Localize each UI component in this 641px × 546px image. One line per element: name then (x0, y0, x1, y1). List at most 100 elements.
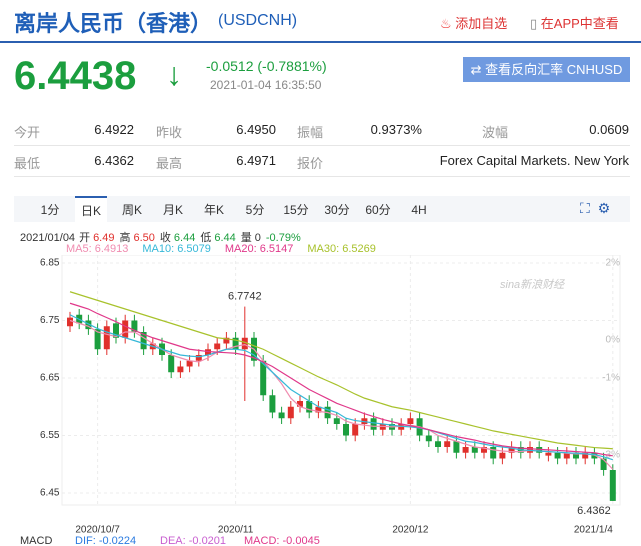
stat-rule (14, 176, 630, 177)
tab[interactable]: 15分 (283, 203, 309, 217)
time: 2021-01-04 16:35:50 (210, 78, 322, 92)
header-rule (0, 41, 641, 43)
ohlc-pct: -0.79% (265, 232, 301, 244)
candle-body (195, 355, 202, 361)
tab[interactable]: 4H (411, 203, 427, 217)
legend-entry: MA30: 6.5269 (307, 243, 376, 255)
candle-body (471, 447, 478, 453)
tools[interactable]: ⛶ ⚙ (580, 200, 611, 216)
candle-body (481, 447, 487, 453)
candle-body (573, 452, 579, 459)
candle-body (508, 447, 515, 453)
tab[interactable]: 30分 (324, 203, 350, 217)
macd-legend: MACD (20, 535, 52, 546)
ma-line (69, 319, 614, 470)
stat-value: 6.4922 (94, 122, 134, 137)
stat-value: Forex Capital Markets. New York (439, 153, 629, 168)
candle-body (306, 401, 313, 413)
candle-body (462, 447, 469, 453)
reverse-button[interactable]: ⇄ 查看反向汇率 CNHUSD (463, 57, 630, 82)
candle-body (278, 412, 285, 419)
x-tick-label: 2020/11 (218, 525, 254, 536)
stat-label: 昨收 (156, 125, 183, 140)
candle-body (94, 329, 101, 350)
candle-body (287, 406, 294, 419)
candle-body (241, 337, 248, 350)
tab[interactable]: 1分 (40, 203, 60, 217)
ohlc-label: 高 (119, 232, 131, 244)
macd-legend: DEA: -0.0201 (160, 535, 226, 546)
ohlc-value: 0 (254, 232, 261, 244)
candle-body (315, 406, 322, 413)
tab[interactable]: 日K (75, 196, 107, 224)
candle-body (370, 418, 377, 430)
title: 离岸人民币（香港） (14, 11, 213, 36)
ma-legend: MA5: 6.4913 MA10: 6.5079 MA20: 6.5147 MA30:… (66, 243, 390, 255)
stat-value: 6.4950 (236, 122, 276, 137)
ohlc-value: 6.49 (93, 232, 115, 244)
candle-body (223, 337, 230, 344)
ohlc-value: 6.44 (173, 232, 196, 244)
candle-body (490, 447, 497, 459)
candle-body (444, 441, 451, 447)
view-app-text[interactable]: 在APP中查看 (540, 16, 619, 31)
ma-line (69, 314, 613, 461)
legend-entry: MA5: 6.4913 (66, 243, 129, 255)
y-tick-label: 6.65 (40, 373, 60, 384)
candle-body (407, 418, 414, 424)
y-tick-label: 6.45 (40, 488, 60, 499)
y-tick-label: 6.55 (40, 430, 60, 441)
candle-body (214, 343, 221, 350)
tab[interactable]: 月K (162, 203, 183, 217)
reverse-text[interactable]: 查看反向汇率 CNHUSD (485, 62, 623, 77)
candle-body (343, 424, 349, 436)
ohlc-label: 低 (200, 232, 212, 244)
macd-legend: MACD: -0.0045 (244, 535, 320, 546)
annotation: 6.4362 (577, 505, 611, 517)
candle-body (260, 360, 267, 396)
candle-body (67, 317, 73, 327)
add-watch[interactable]: ♨ 添加自选 (440, 16, 508, 31)
tab[interactable]: 年K (203, 203, 224, 217)
candle-body (563, 452, 570, 459)
code: (USDCNH) (218, 12, 298, 29)
candle-body (582, 452, 589, 459)
stat-label: 今开 (14, 125, 41, 140)
tab-bar (14, 196, 630, 222)
candle-body (499, 452, 506, 459)
watermark: sina新浪财经 (500, 278, 565, 291)
view-app[interactable]: ▯ 在APP中查看 (530, 16, 619, 31)
candle-body (435, 441, 441, 447)
stat-label: 波幅 (482, 125, 509, 140)
stat-rule (14, 145, 630, 146)
tab[interactable]: 5分 (245, 203, 265, 217)
legend-entry: MA10: 6.5079 (142, 243, 211, 255)
stat-label: 最低 (14, 156, 41, 171)
stat-label: 振幅 (297, 125, 324, 140)
macd-legend: DIF: -0.0224 (75, 535, 136, 546)
candle-body (103, 326, 110, 350)
candle-body (554, 452, 561, 459)
tab[interactable]: 60分 (365, 203, 391, 217)
down-arrow: ↓ (166, 56, 182, 92)
y2-tick-label: -1% (602, 373, 620, 384)
candle-body (122, 320, 129, 338)
ohlc-date: 2021/01/04 (20, 232, 76, 244)
candle-body (168, 355, 175, 373)
candle-body (269, 395, 276, 413)
annotation: 6.7742 (228, 290, 262, 302)
ma-line (69, 291, 613, 450)
candle-body (600, 458, 607, 470)
tab[interactable]: 周K (121, 203, 142, 217)
candle-body (113, 323, 119, 338)
legend-entry: MA20: 6.5147 (224, 243, 294, 255)
candle-body (425, 435, 432, 442)
stat-label: 最高 (156, 156, 183, 171)
candle-body (85, 320, 92, 330)
stat-label: 报价 (297, 156, 324, 171)
stat-value: 0.0609 (589, 122, 629, 137)
candle-body (297, 401, 303, 407)
add-watch-text[interactable]: 添加自选 (455, 16, 508, 31)
candle-body (186, 360, 193, 367)
